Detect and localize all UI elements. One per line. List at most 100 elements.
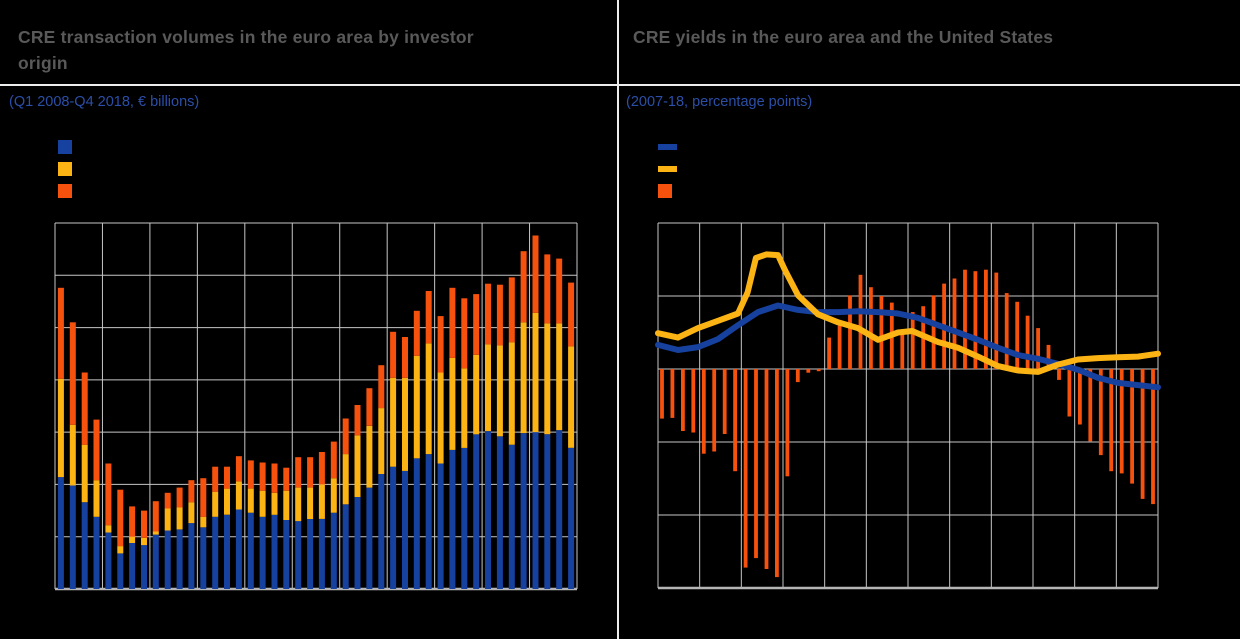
deviation-bar [973,271,978,369]
bar-segment [57,477,64,589]
deviation-bar [1015,301,1020,369]
bar-segment [164,492,171,509]
bar-segment [413,458,420,589]
legend-item [658,184,685,206]
bar-segment [200,516,207,528]
bar-segment [307,487,314,519]
deviation-bar [1025,315,1030,369]
deviation-bar [1078,369,1082,425]
bar-segment [437,372,444,464]
right-chart-subtitle: (2007-18, percentage points) [626,94,813,110]
deviation-bar [1057,369,1061,380]
deviation-bar [712,369,717,452]
bar-segment [224,514,230,589]
deviation-bar [963,269,967,369]
bars-orange-segment [57,235,575,547]
bar-segment [57,378,64,478]
deviation-bar [701,369,706,454]
bar-segment [449,449,456,589]
deviation-bar [764,369,769,569]
deviation-bar [722,369,727,434]
deviation-bar [1109,369,1114,472]
bar-segment [508,342,515,445]
deviation-bar [984,269,988,369]
deviation-bar [1098,369,1103,456]
deviation-bar [1046,344,1051,369]
bar-segment [378,365,385,409]
deviation-bar [848,295,852,369]
bar-segment [81,372,88,445]
bar-segment [568,282,575,347]
bars-blue-segment [57,430,575,589]
yellow-series-swatch-icon [58,162,72,176]
deviation-bar [785,369,790,477]
bar-segment [69,322,76,425]
bar-segment [461,298,468,369]
bar-segment [271,463,278,493]
deviation-bar [743,369,748,568]
deviation-bar [670,369,675,418]
deviation-bar [827,337,831,369]
bar-segment [235,509,242,589]
bar-segment [520,251,527,323]
bar-segment [425,291,432,344]
bar-segment [295,487,302,522]
bar-segment [188,480,195,503]
deviation-bar [691,369,696,433]
bar-segment [425,343,432,455]
bar-segment [556,430,563,589]
bar-segment [152,531,159,535]
deviation-bar [1130,369,1134,484]
right-chart-legend [658,140,685,206]
bar-segment [235,481,242,510]
bar-segment [224,488,230,515]
bar-segment [105,463,112,526]
bar-segment [366,487,373,589]
bar-segment [330,478,337,513]
deviation-bar [1004,293,1009,369]
bar-segment [212,491,219,517]
deviation-bar [931,295,936,369]
deviation-bar [837,325,842,369]
bar-segment [212,516,219,589]
bar-segment [342,418,349,455]
bar-segment [532,235,539,313]
blue-line [655,302,1161,391]
deviation-bar [994,272,999,369]
bar-segment [366,425,373,488]
bar-segment [390,377,397,467]
blue-series-swatch-icon [58,140,72,154]
bar-segment [176,529,183,589]
bar-segment [69,485,76,589]
bar-segment [556,323,563,431]
bar-segment [81,444,88,503]
orange-bars-swatch-icon [658,184,672,198]
orange-series-swatch-icon [58,184,72,198]
bar-segment [212,466,219,492]
bar-segment [520,322,527,434]
bar-segment [176,507,183,530]
deviation-bar [1140,369,1145,499]
bar-segment [93,419,100,481]
left-chart-title: CRE transaction volumes in the euro area… [18,27,474,73]
bar-segment [544,323,551,435]
bars-yellow-segment [57,312,575,554]
bar-segment [425,454,432,589]
bar-segment [164,530,171,589]
yellow-line-swatch-icon [658,166,677,172]
bar-segment [57,287,64,379]
bar-segment [342,454,349,505]
bar-segment [461,368,468,448]
bar-segment [378,474,385,589]
bar-segment [259,490,266,517]
deviation-bar [681,369,685,431]
deviation-bar [816,369,821,372]
deviation-bar [1151,369,1155,505]
bar-segment [81,502,88,589]
bar-segment [496,436,503,589]
bar-segment [390,331,397,378]
bar-segment [164,508,171,531]
bar-segment [259,516,266,589]
bar-segment [141,545,147,589]
